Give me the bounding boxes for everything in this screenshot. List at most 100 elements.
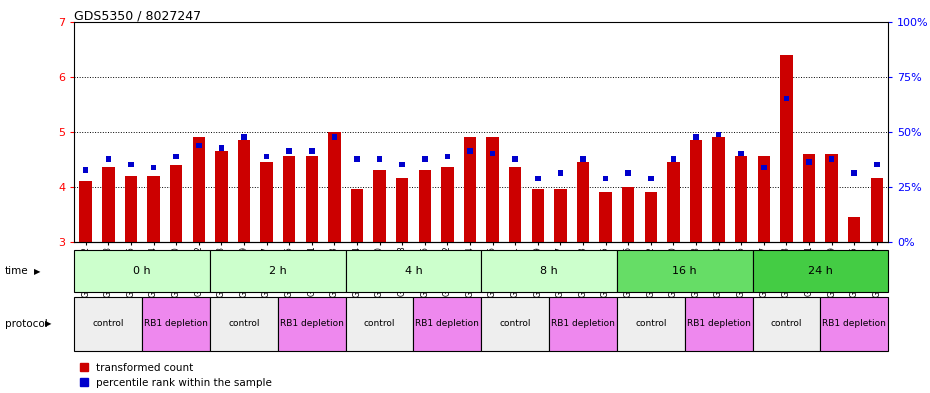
Bar: [373, 170, 386, 242]
Bar: [481, 250, 617, 292]
Bar: [761, 165, 766, 170]
Bar: [193, 137, 205, 242]
Text: ▶: ▶: [33, 267, 40, 275]
Bar: [848, 217, 860, 242]
Bar: [693, 134, 698, 140]
Bar: [648, 176, 654, 181]
Bar: [752, 250, 888, 292]
Bar: [125, 176, 137, 242]
Bar: [486, 137, 498, 242]
Bar: [481, 297, 549, 351]
Bar: [780, 55, 792, 242]
Bar: [79, 181, 92, 242]
Bar: [667, 162, 680, 242]
Bar: [74, 250, 210, 292]
Bar: [74, 297, 142, 351]
Text: control: control: [364, 319, 395, 328]
Bar: [625, 170, 631, 176]
Bar: [735, 156, 748, 242]
Bar: [716, 132, 722, 137]
Bar: [603, 176, 608, 181]
Bar: [490, 151, 496, 156]
Text: RB1 depletion: RB1 depletion: [686, 319, 751, 328]
Text: control: control: [771, 319, 803, 328]
Bar: [306, 156, 318, 242]
Text: 0 h: 0 h: [133, 266, 151, 276]
Bar: [558, 170, 564, 176]
Bar: [684, 297, 752, 351]
Bar: [445, 154, 450, 159]
Bar: [617, 250, 752, 292]
Text: RB1 depletion: RB1 depletion: [280, 319, 344, 328]
Bar: [241, 134, 246, 140]
Bar: [354, 156, 360, 162]
Bar: [105, 156, 111, 162]
Bar: [535, 176, 540, 181]
Bar: [422, 156, 428, 162]
Text: 2 h: 2 h: [269, 266, 286, 276]
Bar: [509, 167, 522, 242]
Text: control: control: [635, 319, 667, 328]
Bar: [758, 156, 770, 242]
Text: control: control: [499, 319, 531, 328]
Text: 24 h: 24 h: [808, 266, 832, 276]
Bar: [351, 189, 364, 242]
Bar: [826, 154, 838, 242]
Bar: [414, 297, 481, 351]
Bar: [142, 297, 210, 351]
Bar: [278, 297, 346, 351]
Text: GDS5350 / 8027247: GDS5350 / 8027247: [74, 10, 202, 23]
Text: protocol: protocol: [5, 319, 47, 329]
Bar: [441, 167, 454, 242]
Bar: [870, 178, 883, 242]
Bar: [396, 178, 408, 242]
Text: RB1 depletion: RB1 depletion: [822, 319, 886, 328]
Bar: [738, 151, 744, 156]
Bar: [806, 159, 812, 165]
Bar: [286, 148, 292, 154]
Bar: [399, 162, 405, 167]
Text: 4 h: 4 h: [405, 266, 422, 276]
Bar: [151, 165, 156, 170]
Bar: [83, 167, 88, 173]
Bar: [622, 187, 634, 242]
Bar: [803, 154, 816, 242]
Bar: [332, 134, 338, 140]
Bar: [464, 137, 476, 242]
Bar: [580, 156, 586, 162]
Text: RB1 depletion: RB1 depletion: [144, 319, 208, 328]
Text: RB1 depletion: RB1 depletion: [551, 319, 615, 328]
Bar: [752, 297, 820, 351]
Bar: [238, 140, 250, 242]
Bar: [512, 156, 518, 162]
Bar: [554, 189, 566, 242]
Bar: [690, 140, 702, 242]
Bar: [102, 167, 114, 242]
Bar: [264, 154, 270, 159]
Legend: transformed count, percentile rank within the sample: transformed count, percentile rank withi…: [80, 363, 272, 388]
Text: time: time: [5, 266, 28, 276]
Bar: [874, 162, 880, 167]
Bar: [260, 162, 272, 242]
Bar: [712, 137, 724, 242]
Bar: [196, 143, 202, 148]
Bar: [210, 250, 346, 292]
Bar: [128, 162, 134, 167]
Bar: [852, 170, 857, 176]
Text: control: control: [228, 319, 259, 328]
Bar: [784, 96, 790, 101]
Bar: [173, 154, 179, 159]
Bar: [309, 148, 314, 154]
Bar: [147, 176, 160, 242]
Bar: [467, 148, 472, 154]
Text: RB1 depletion: RB1 depletion: [416, 319, 479, 328]
Bar: [549, 297, 617, 351]
Bar: [820, 297, 888, 351]
Bar: [215, 151, 228, 242]
Bar: [644, 192, 657, 242]
Bar: [328, 132, 340, 242]
Text: control: control: [93, 319, 124, 328]
Bar: [170, 165, 182, 242]
Bar: [418, 170, 431, 242]
Text: ▶: ▶: [45, 319, 51, 328]
